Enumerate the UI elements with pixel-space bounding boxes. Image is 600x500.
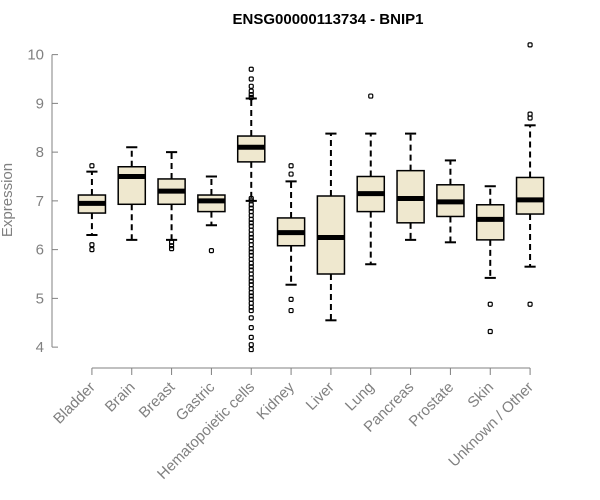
outlier-point <box>487 301 493 307</box>
box-kidney <box>276 163 306 314</box>
box-hematopoietic-cells <box>236 66 266 353</box>
outlier-point <box>527 301 533 307</box>
box-liver <box>316 132 346 322</box>
box-iqr <box>515 176 545 215</box>
y-tick-label: 7 <box>36 193 44 210</box>
y-tick-label: 8 <box>36 144 44 161</box>
x-tick-label: Liver <box>303 379 338 414</box>
x-tick-label: Lung <box>342 379 378 415</box>
outlier-point <box>89 163 95 169</box>
y-axis: 4 5 6 7 8 9 10 <box>27 47 58 356</box>
box-pancreas <box>396 132 425 241</box>
box-skin <box>475 185 505 335</box>
box-iqr <box>475 204 505 241</box>
outlier-point <box>248 83 254 89</box>
outlier-point <box>248 94 254 101</box>
y-tick-label: 4 <box>36 339 44 356</box>
outlier-point <box>248 325 254 331</box>
outlier-point <box>89 247 95 253</box>
outlier-point <box>288 163 294 169</box>
x-tick-label: Skin <box>464 379 497 412</box>
box-lung <box>356 93 386 266</box>
outlier-point <box>248 346 254 353</box>
box-brain <box>117 146 147 241</box>
outlier-point <box>168 246 175 252</box>
box-gastric <box>197 175 226 254</box>
outlier-point <box>248 315 254 321</box>
outlier-point <box>248 76 254 82</box>
box-prostate <box>436 159 465 244</box>
box-iqr <box>117 166 147 206</box>
outlier-point <box>248 66 254 72</box>
outlier-point <box>288 296 294 302</box>
outlier-point <box>248 307 254 314</box>
x-tick-label: Bladder <box>50 379 99 428</box>
outlier-point <box>89 242 95 248</box>
outlier-point <box>288 171 294 177</box>
outlier-point <box>288 307 294 314</box>
chart-title: ENSG00000113734 - BNIP1 <box>233 11 424 28</box>
x-tick-label: Brain <box>102 379 139 416</box>
outlier-point <box>208 248 215 254</box>
x-tick-label: Prostate <box>406 379 458 431</box>
x-tick-label: Breast <box>136 378 179 421</box>
outlier-point <box>527 115 533 121</box>
outlier-point <box>248 334 254 340</box>
outlier-point <box>248 195 254 202</box>
box-bladder <box>77 163 107 253</box>
y-axis-label: Expression <box>0 163 16 237</box>
box-breast <box>157 151 186 252</box>
y-tick-label: 6 <box>36 242 44 259</box>
outlier-point <box>487 328 493 335</box>
box-group <box>77 42 545 353</box>
outlier-point <box>527 42 533 48</box>
outlier-point <box>168 243 175 249</box>
x-tick-label: Kidney <box>253 378 298 423</box>
box-unknown-other <box>515 42 545 307</box>
outlier-point <box>248 342 254 348</box>
y-tick-label: 5 <box>36 290 44 307</box>
outlier-point <box>248 91 254 98</box>
y-tick-label: 10 <box>27 47 44 64</box>
y-tick-label: 9 <box>36 95 44 112</box>
outlier-point <box>368 93 374 99</box>
